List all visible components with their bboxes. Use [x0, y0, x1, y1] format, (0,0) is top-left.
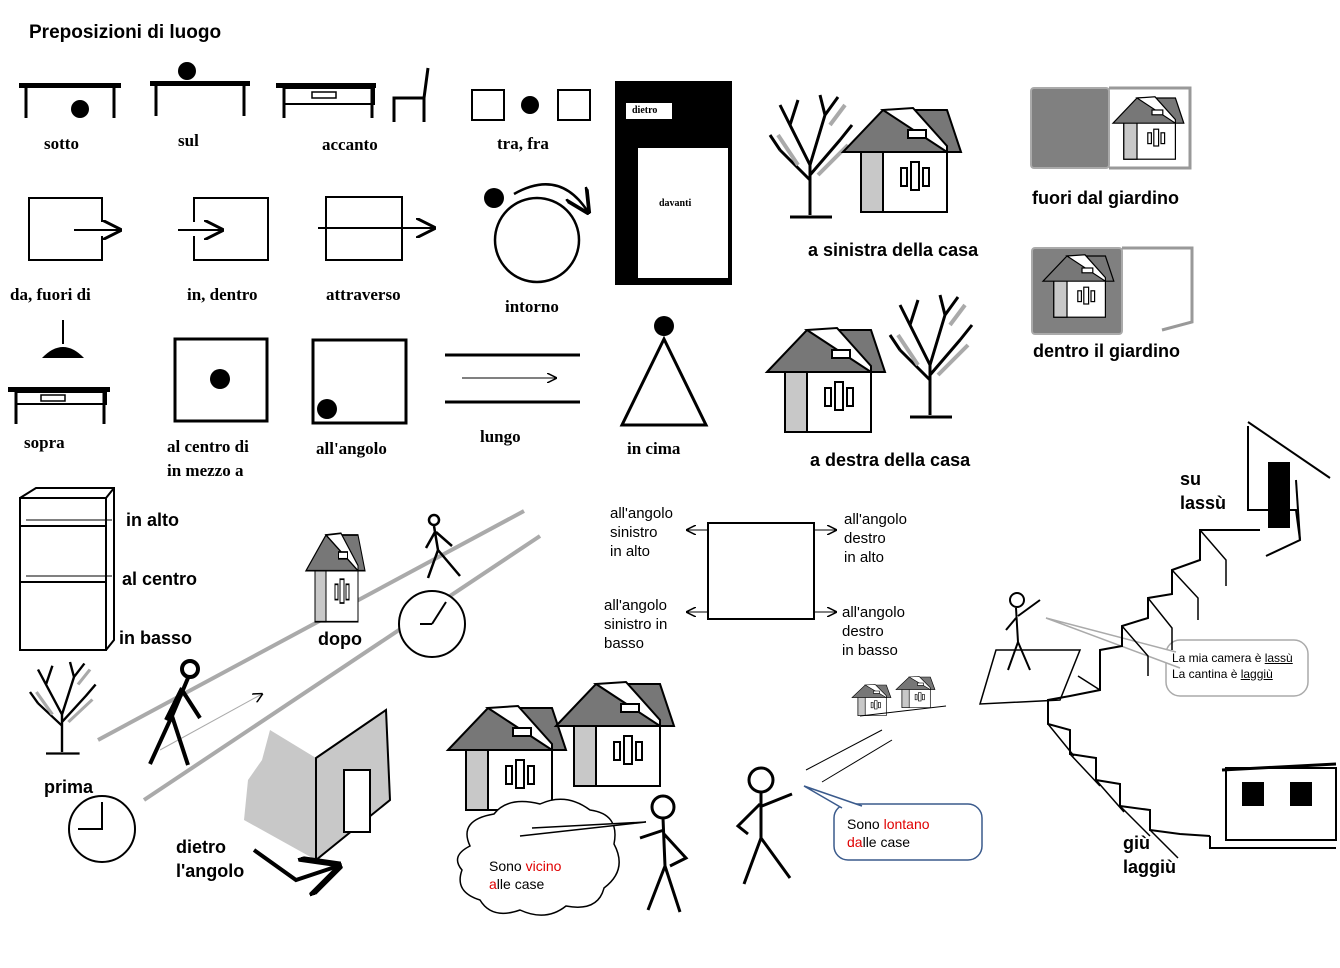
far-house-icon: [895, 676, 936, 708]
label-in-mezzo-a: in mezzo a: [167, 461, 244, 480]
bubble-stairs-text: La mia camera è lassù La cantina è laggi…: [1172, 651, 1293, 682]
in-inside-icon: [178, 197, 269, 261]
label-corner-bottom-right: all'angolo destro in basso: [842, 604, 905, 659]
corner-rectangle-icon: [687, 522, 836, 620]
around-icon: [484, 183, 588, 284]
label-dentro-giardino: dentro il giardino: [1033, 341, 1180, 361]
table-under-icon: [19, 83, 121, 118]
stick-figure-top-stairs: [1005, 592, 1041, 671]
house-icon: [842, 107, 962, 213]
speech-bubble-blue: [803, 785, 983, 861]
stick-figure-near: [639, 794, 689, 913]
along-icon: [445, 353, 580, 404]
stick-figure-walking: [148, 659, 202, 766]
door-front-behind-icon: [615, 81, 732, 285]
table-on-icon: [150, 62, 250, 116]
on-top-triangle-icon: [619, 316, 709, 427]
label-su: su: [1180, 469, 1202, 489]
label-accanto: accanto: [322, 135, 378, 154]
outside-garden-icon: [1030, 86, 1192, 170]
label-in-dentro: in, dentro: [187, 285, 258, 304]
wall-corner-icon: [244, 708, 392, 880]
staircase-icon: [978, 421, 1337, 859]
center-square-icon: [173, 337, 269, 423]
desk-chair-icon: [276, 67, 430, 122]
label-corner-top-left: all'angolo sinistro in alto: [610, 505, 673, 560]
label-dietro: dietro: [176, 837, 227, 857]
label-sotto: sotto: [44, 134, 79, 153]
label-al-centro-di: al centro di: [167, 437, 249, 456]
house-icon: [555, 681, 675, 787]
speech-bubble-stairs: [1045, 617, 1309, 697]
tree-icon: [888, 293, 974, 419]
far-house-icon: [851, 684, 892, 716]
lamp-desk-icon: [8, 320, 110, 424]
label-al-centro: al centro: [122, 569, 198, 589]
label-prima: prima: [44, 777, 94, 797]
bookshelf-icon: [19, 487, 115, 651]
label-sul: sul: [178, 131, 199, 150]
label-sopra: sopra: [24, 433, 65, 452]
label-laggiu: laggiù: [1123, 857, 1176, 877]
label-davanti-door: davanti: [659, 198, 692, 209]
house-icon: [447, 705, 567, 811]
label-a-sinistra: a sinistra della casa: [808, 240, 979, 260]
label-in-basso: in basso: [119, 628, 193, 648]
label-all-angolo: all'angolo: [316, 439, 387, 458]
label-dietro-door: dietro: [632, 105, 658, 116]
through-icon: [318, 196, 434, 261]
bubble-vicino-text: Sono vicino alle case: [489, 858, 562, 892]
label-lassu: lassù: [1180, 493, 1227, 513]
corner-square-icon: [311, 338, 408, 425]
between-squares-icon: [471, 89, 591, 121]
label-corner-bottom-left: all'angolo sinistro in basso: [604, 597, 668, 652]
label-attraverso: attraverso: [326, 285, 401, 304]
page-title: Preposizioni di luogo: [29, 22, 222, 43]
tree-icon: [768, 93, 854, 219]
stick-figure-walking-small: [424, 513, 461, 579]
house-icon: [766, 327, 886, 433]
label-l-angolo: l'angolo: [176, 861, 245, 881]
label-dopo: dopo: [318, 629, 362, 649]
cloud-bubble: [456, 798, 647, 916]
label-fuori-giardino: fuori dal giardino: [1032, 188, 1179, 208]
label-lungo: lungo: [480, 427, 521, 446]
bubble-lontano-text: Sono lontano dalle case: [847, 816, 930, 850]
label-corner-top-right: all'angolo destro in alto: [844, 511, 907, 566]
label-da-fuori: da, fuori di: [10, 285, 91, 304]
stick-figure-far: [735, 729, 893, 885]
label-in-cima: in cima: [627, 439, 681, 458]
label-in-alto: in alto: [126, 510, 179, 530]
label-tra: tra, fra: [497, 134, 549, 153]
label-giu: giù: [1123, 833, 1150, 853]
street-scene: [28, 509, 542, 863]
label-a-destra: a destra della casa: [810, 450, 971, 470]
inside-garden-icon: [1031, 246, 1194, 335]
label-intorno: intorno: [505, 297, 559, 316]
from-out-icon: [28, 197, 120, 261]
